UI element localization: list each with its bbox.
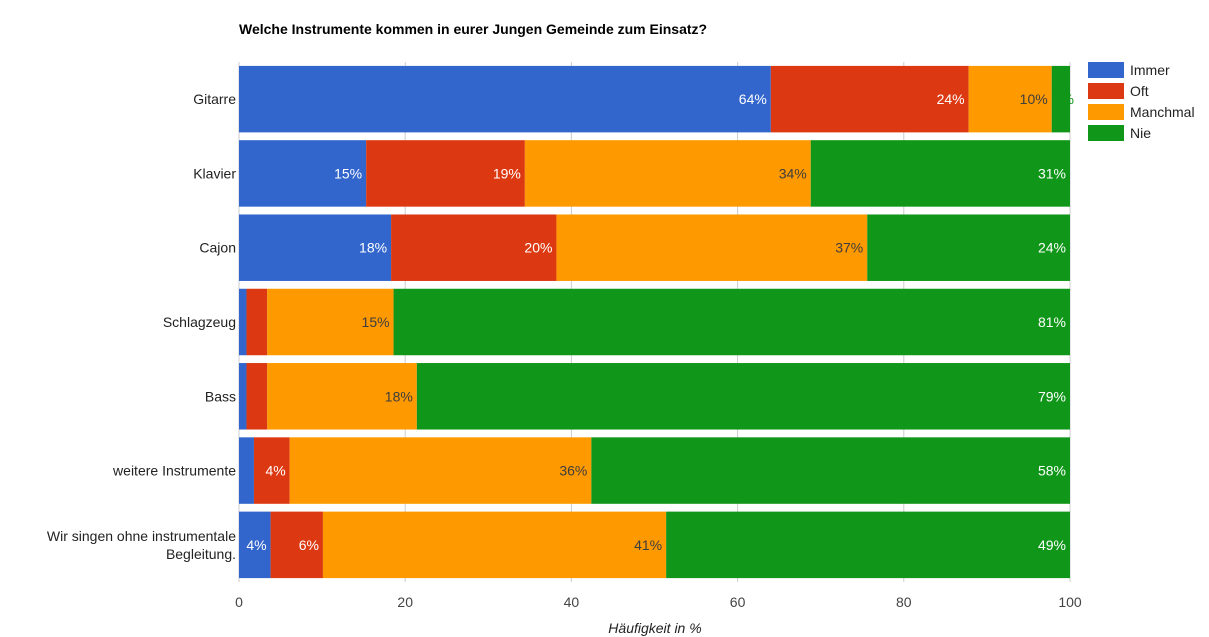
- data-label: 4%: [265, 463, 285, 479]
- category-label-line: Schlagzeug: [163, 314, 236, 330]
- chart-title: Welche Instrumente kommen in eurer Junge…: [239, 21, 707, 37]
- legend-label: Immer: [1130, 62, 1170, 78]
- bar-segment: [666, 511, 1070, 579]
- bar-segment: [366, 140, 525, 207]
- category-label: Schlagzeug: [163, 314, 236, 330]
- x-tick-label: 20: [397, 594, 413, 610]
- bar-segment: [239, 511, 271, 579]
- data-label: 10%: [1020, 91, 1048, 107]
- data-label: 6%: [299, 537, 319, 553]
- bar-segment: [246, 363, 268, 430]
- bar-segment: [239, 288, 247, 356]
- category-label-line: weitere Instrumente: [112, 463, 236, 479]
- legend-label: Oft: [1130, 83, 1149, 99]
- category-label-line: Klavier: [193, 165, 236, 181]
- category-label: weitere Instrumente: [112, 463, 236, 479]
- category-label-line: Begleitung.: [166, 546, 236, 562]
- legend-swatch: [1088, 125, 1124, 141]
- bars: [239, 65, 1071, 579]
- bar-segment: [810, 140, 1070, 207]
- bar-segment: [267, 363, 417, 430]
- bar-segment: [239, 363, 247, 430]
- bar-segment: [968, 65, 1052, 133]
- bar-segment: [239, 437, 254, 504]
- x-tick-label: 40: [564, 594, 580, 610]
- category-label-line: Bass: [205, 388, 236, 404]
- data-label: 19%: [493, 165, 521, 181]
- data-label: 41%: [634, 537, 662, 553]
- bar-segment: [246, 288, 268, 356]
- bar-segment: [239, 214, 392, 281]
- bar-segment: [1051, 65, 1070, 133]
- x-tick-label: 0: [235, 594, 243, 610]
- bar-segment: [267, 288, 394, 356]
- x-tick-label: 60: [730, 594, 746, 610]
- data-label: 36%: [559, 463, 587, 479]
- category-label: Cajon: [199, 240, 236, 256]
- bar-segment: [391, 214, 557, 281]
- bar-segment: [524, 140, 811, 207]
- bar-segment: [393, 288, 1070, 356]
- bar-segment: [322, 511, 667, 579]
- data-label: 31%: [1038, 165, 1066, 181]
- data-label: 58%: [1038, 463, 1066, 479]
- data-label: 15%: [362, 314, 390, 330]
- x-axis-title: Häufigkeit in %: [608, 620, 701, 636]
- category-label-line: Wir singen ohne instrumentale: [47, 528, 236, 544]
- bar-segment: [239, 65, 771, 133]
- bar-segment: [253, 437, 290, 504]
- legend: Immer Oft Manchmal Nie: [1088, 62, 1195, 141]
- data-label: 18%: [359, 240, 387, 256]
- legend-swatch: [1088, 62, 1124, 78]
- data-label: 24%: [937, 91, 965, 107]
- bar-segment: [556, 214, 868, 281]
- data-label: 18%: [385, 388, 413, 404]
- data-label: 20%: [524, 240, 552, 256]
- legend-label: Manchmal: [1130, 104, 1195, 120]
- data-label: 2%: [1054, 91, 1074, 107]
- legend-swatch: [1088, 104, 1124, 120]
- data-label: 34%: [779, 165, 807, 181]
- data-label: 4%: [246, 537, 266, 553]
- data-label: 79%: [1038, 388, 1066, 404]
- data-label: 64%: [739, 91, 767, 107]
- bar-segment: [270, 511, 323, 579]
- bar-segment: [416, 363, 1071, 430]
- data-labels: 64% 24% 10% 2% 15% 19% 34% 31% 18% 20% 37% 24% 15% 81…: [246, 91, 1074, 553]
- legend-swatch: [1088, 83, 1124, 99]
- bar-segment: [289, 437, 592, 504]
- category-label-line: Cajon: [199, 240, 236, 256]
- category-label: Wir singen ohne instrumentale Begleitung.: [47, 528, 236, 562]
- data-label: 15%: [334, 165, 362, 181]
- category-label-line: Gitarre: [193, 91, 236, 107]
- category-label: Bass: [205, 388, 236, 404]
- data-label: 24%: [1038, 240, 1066, 256]
- category-label: Klavier: [193, 165, 236, 181]
- x-tick-label: 80: [896, 594, 912, 610]
- bar-segment: [591, 437, 1070, 504]
- x-tick-label: 100: [1058, 594, 1082, 610]
- data-label: 37%: [835, 240, 863, 256]
- data-label: 81%: [1038, 314, 1066, 330]
- category-label: Gitarre: [193, 91, 236, 107]
- bar-segment: [770, 65, 969, 133]
- legend-label: Nie: [1130, 125, 1151, 141]
- x-tick-labels: 0 20 40 60 80 100: [235, 594, 1082, 610]
- data-label: 49%: [1038, 537, 1066, 553]
- bar-segment: [239, 140, 367, 207]
- category-labels: Gitarre Klavier Cajon Schlagzeug Bass weitere…: [47, 91, 236, 562]
- bar-segment: [867, 214, 1070, 281]
